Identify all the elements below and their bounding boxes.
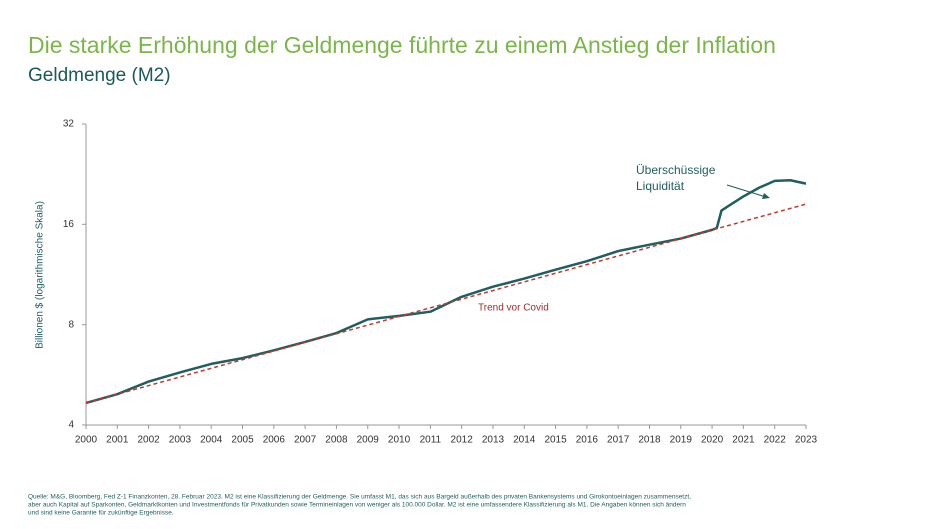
x-tick-label: 2007 bbox=[294, 435, 317, 446]
x-tick-label: 2011 bbox=[420, 435, 442, 446]
x-tick-label: 2010 bbox=[388, 435, 411, 446]
x-tick-label: 2005 bbox=[231, 435, 254, 446]
y-tick-label: 16 bbox=[63, 219, 75, 230]
x-tick-label: 2003 bbox=[169, 435, 192, 446]
x-tick-label: 2017 bbox=[607, 435, 630, 446]
annotation: Überschüssige bbox=[636, 163, 716, 177]
x-tick-label: 2015 bbox=[544, 435, 567, 446]
footnote: und sind keine Garantie für zukünftige E… bbox=[28, 510, 174, 517]
y-tick-label: 32 bbox=[63, 119, 75, 130]
x-tick-label: 2001 bbox=[106, 435, 129, 446]
annotation: Liquidität bbox=[636, 179, 685, 193]
x-tick-label: 2019 bbox=[670, 435, 693, 446]
x-tick-label: 2018 bbox=[638, 435, 661, 446]
chart-subtitle: Geldmenge (M2) bbox=[28, 65, 171, 86]
arrow-head bbox=[762, 193, 770, 199]
annotation: Trend vor Covid bbox=[478, 303, 549, 314]
x-tick-label: 2012 bbox=[451, 435, 474, 446]
footnote: aber auch Kapital auf Sparkonten, Geldma… bbox=[28, 502, 686, 509]
x-tick-label: 2014 bbox=[513, 435, 536, 446]
footnote: Quelle: M&G, Bloomberg, Fed Z-1 Finanzko… bbox=[28, 494, 691, 501]
x-tick-label: 2006 bbox=[263, 435, 286, 446]
x-tick-label: 2023 bbox=[795, 435, 818, 446]
chart-title: Die starke Erhöhung der Geldmenge führte… bbox=[28, 32, 776, 58]
y-tick-label: 4 bbox=[68, 420, 74, 431]
annotation-arrow bbox=[726, 184, 767, 198]
x-tick-label: 2022 bbox=[764, 435, 787, 446]
x-tick-label: 2008 bbox=[325, 435, 348, 446]
trend-line bbox=[85, 203, 807, 404]
x-tick-label: 2013 bbox=[482, 435, 505, 446]
data-line bbox=[85, 178, 807, 405]
x-tick-label: 2004 bbox=[200, 435, 223, 446]
y-tick-label: 8 bbox=[68, 319, 74, 330]
x-tick-label: 2002 bbox=[137, 435, 160, 446]
y-axis-label: Billionen $ (logarithmische Skala) bbox=[35, 201, 46, 349]
x-tick-label: 2009 bbox=[357, 435, 380, 446]
x-tick-label: 2020 bbox=[701, 435, 724, 446]
x-tick-label: 2016 bbox=[576, 435, 599, 446]
x-tick-label: 2021 bbox=[732, 435, 755, 446]
x-tick-label: 2000 bbox=[75, 435, 98, 446]
